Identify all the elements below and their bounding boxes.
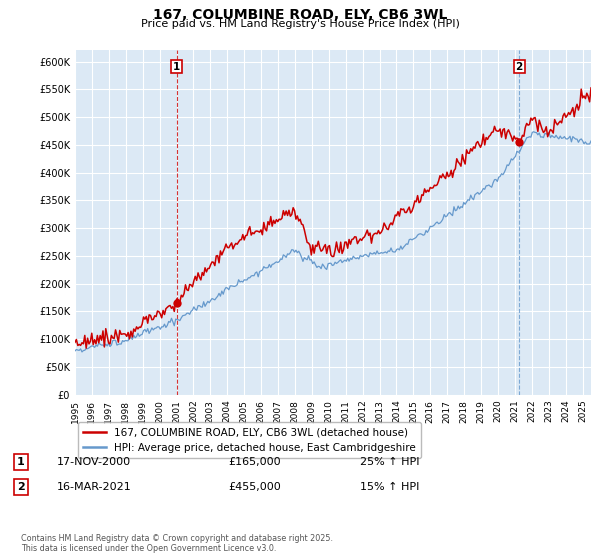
Text: 25% ↑ HPI: 25% ↑ HPI <box>360 457 419 467</box>
Text: Contains HM Land Registry data © Crown copyright and database right 2025.
This d: Contains HM Land Registry data © Crown c… <box>21 534 333 553</box>
Text: 1: 1 <box>173 62 180 72</box>
Text: 1: 1 <box>17 457 25 467</box>
Text: £455,000: £455,000 <box>228 482 281 492</box>
Legend: 167, COLUMBINE ROAD, ELY, CB6 3WL (detached house), HPI: Average price, detached: 167, COLUMBINE ROAD, ELY, CB6 3WL (detac… <box>77 422 421 458</box>
Text: 17-NOV-2000: 17-NOV-2000 <box>57 457 131 467</box>
Text: 167, COLUMBINE ROAD, ELY, CB6 3WL: 167, COLUMBINE ROAD, ELY, CB6 3WL <box>153 8 447 22</box>
Text: 2: 2 <box>515 62 523 72</box>
Text: Price paid vs. HM Land Registry's House Price Index (HPI): Price paid vs. HM Land Registry's House … <box>140 19 460 29</box>
Text: 16-MAR-2021: 16-MAR-2021 <box>57 482 132 492</box>
Text: 2: 2 <box>17 482 25 492</box>
Text: 15% ↑ HPI: 15% ↑ HPI <box>360 482 419 492</box>
Text: £165,000: £165,000 <box>228 457 281 467</box>
